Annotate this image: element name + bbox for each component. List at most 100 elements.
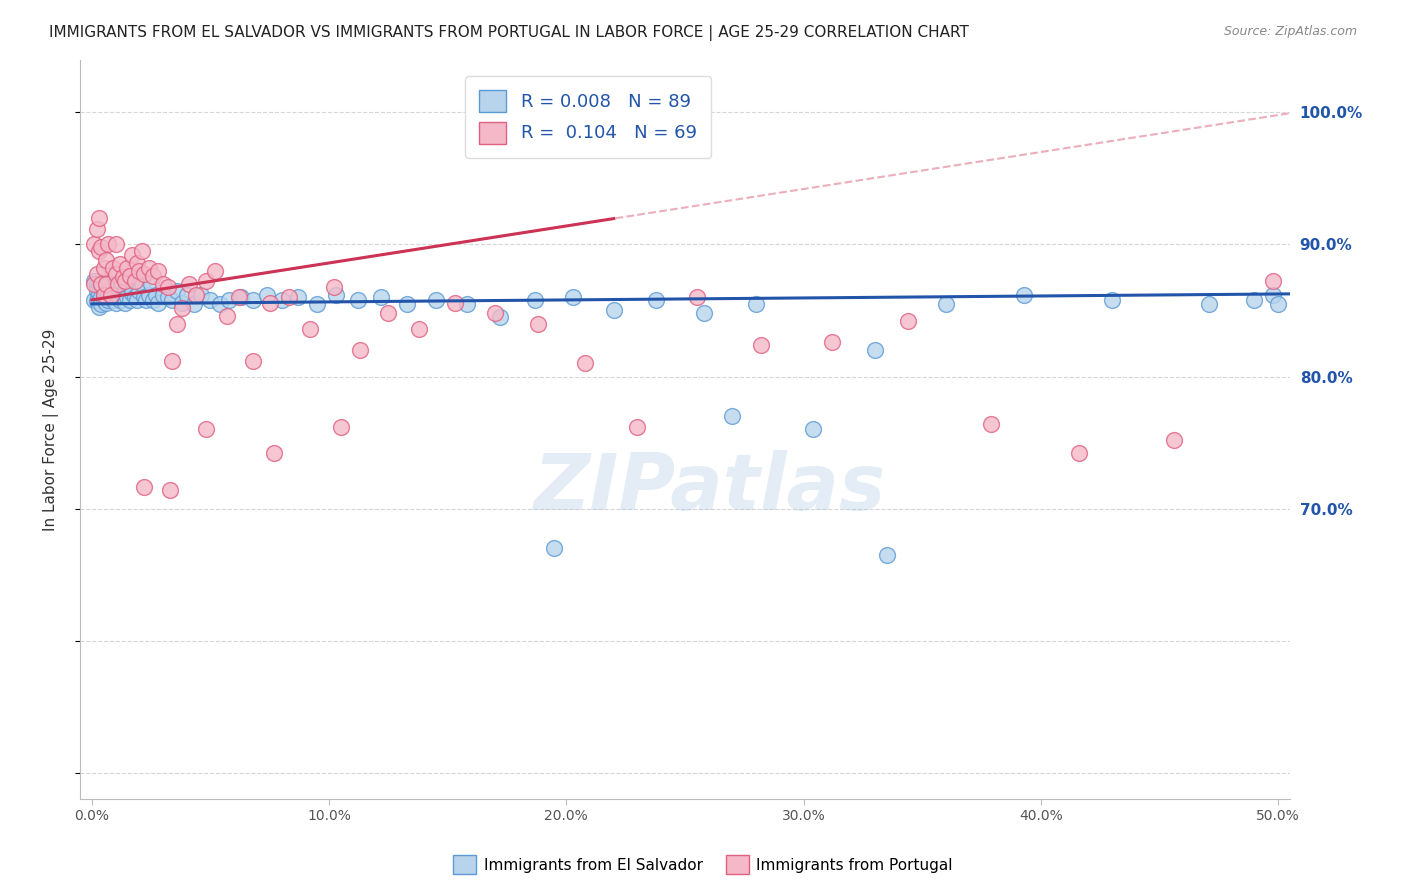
Point (166, 317, 188, 331)
Point (574, 356, 596, 370)
Point (94, 277, 117, 291)
Point (90, 290, 112, 304)
Point (83, 275, 105, 289)
Point (90, 277, 112, 291)
Point (87, 277, 110, 291)
Point (104, 277, 127, 291)
Point (204, 264, 226, 278)
Point (131, 244, 153, 258)
Point (1243, 293, 1265, 307)
Point (100, 279, 122, 293)
Point (745, 297, 768, 311)
Point (543, 541, 565, 556)
Point (132, 267, 155, 281)
Point (645, 293, 668, 307)
Point (142, 293, 165, 307)
Legend: Immigrants from El Salvador, Immigrants from Portugal: Immigrants from El Salvador, Immigrants … (447, 849, 959, 880)
Point (132, 480, 155, 494)
Point (156, 279, 179, 293)
Point (86, 267, 108, 281)
Point (101, 284, 124, 298)
Point (259, 295, 281, 310)
Point (170, 301, 193, 315)
Point (176, 287, 198, 301)
Point (749, 338, 772, 352)
Point (980, 417, 1002, 431)
Point (1101, 293, 1123, 307)
Point (322, 279, 344, 293)
Point (138, 287, 160, 301)
Point (87, 244, 110, 258)
Point (425, 293, 447, 307)
Point (93, 261, 115, 276)
Point (87, 286, 110, 301)
Text: IMMIGRANTS FROM EL SALVADOR VS IMMIGRANTS FROM PORTUGAL IN LABOR FORCE | AGE 25-: IMMIGRANTS FROM EL SALVADOR VS IMMIGRANT… (49, 25, 969, 41)
Point (83, 237, 105, 252)
Point (121, 286, 143, 301)
Text: Source: ZipAtlas.com: Source: ZipAtlas.com (1223, 25, 1357, 38)
Legend: R = 0.008   N = 89, R =  0.104   N = 69: R = 0.008 N = 89, R = 0.104 N = 69 (465, 76, 711, 158)
Point (117, 261, 139, 276)
Point (1163, 433, 1185, 447)
Point (693, 306, 716, 320)
Point (118, 269, 141, 284)
Point (90, 277, 112, 291)
Point (101, 261, 124, 276)
Point (110, 275, 132, 289)
Point (94, 295, 117, 310)
Point (863, 343, 886, 357)
Point (128, 284, 150, 298)
Point (132, 290, 155, 304)
Point (603, 303, 626, 318)
Point (104, 267, 127, 281)
Point (190, 287, 212, 301)
Point (270, 293, 292, 307)
Point (162, 353, 184, 368)
Point (107, 284, 129, 298)
Point (90, 297, 112, 311)
Point (370, 290, 392, 304)
Point (299, 322, 322, 336)
Point (125, 293, 148, 307)
Point (329, 419, 352, 434)
Point (104, 237, 127, 252)
Point (489, 310, 512, 324)
Point (152, 277, 174, 291)
Point (93, 277, 115, 291)
Point (83, 277, 105, 291)
Point (721, 409, 744, 424)
Y-axis label: In Labor Force | Age 25-29: In Labor Force | Age 25-29 (44, 328, 59, 531)
Point (118, 293, 141, 307)
Point (215, 309, 238, 323)
Point (110, 293, 132, 307)
Point (124, 275, 146, 289)
Point (117, 290, 139, 304)
Point (87, 211, 110, 225)
Point (114, 275, 136, 289)
Point (821, 335, 844, 350)
Point (124, 290, 146, 304)
Point (128, 264, 150, 278)
Point (1067, 446, 1090, 460)
Point (325, 287, 347, 301)
Point (86, 221, 108, 235)
Point (156, 290, 179, 304)
Point (97, 286, 120, 301)
Point (93, 287, 115, 301)
Point (138, 261, 160, 276)
Point (287, 290, 309, 304)
Point (1012, 287, 1035, 301)
Point (135, 293, 157, 307)
Point (256, 287, 278, 301)
Point (177, 277, 200, 291)
Point (159, 483, 181, 497)
Point (107, 290, 129, 304)
Point (97, 237, 120, 252)
Point (1267, 297, 1289, 311)
Point (94, 253, 117, 268)
Point (200, 293, 222, 307)
Point (90, 240, 112, 254)
Point (443, 295, 465, 310)
Point (111, 270, 134, 285)
Point (456, 297, 478, 311)
